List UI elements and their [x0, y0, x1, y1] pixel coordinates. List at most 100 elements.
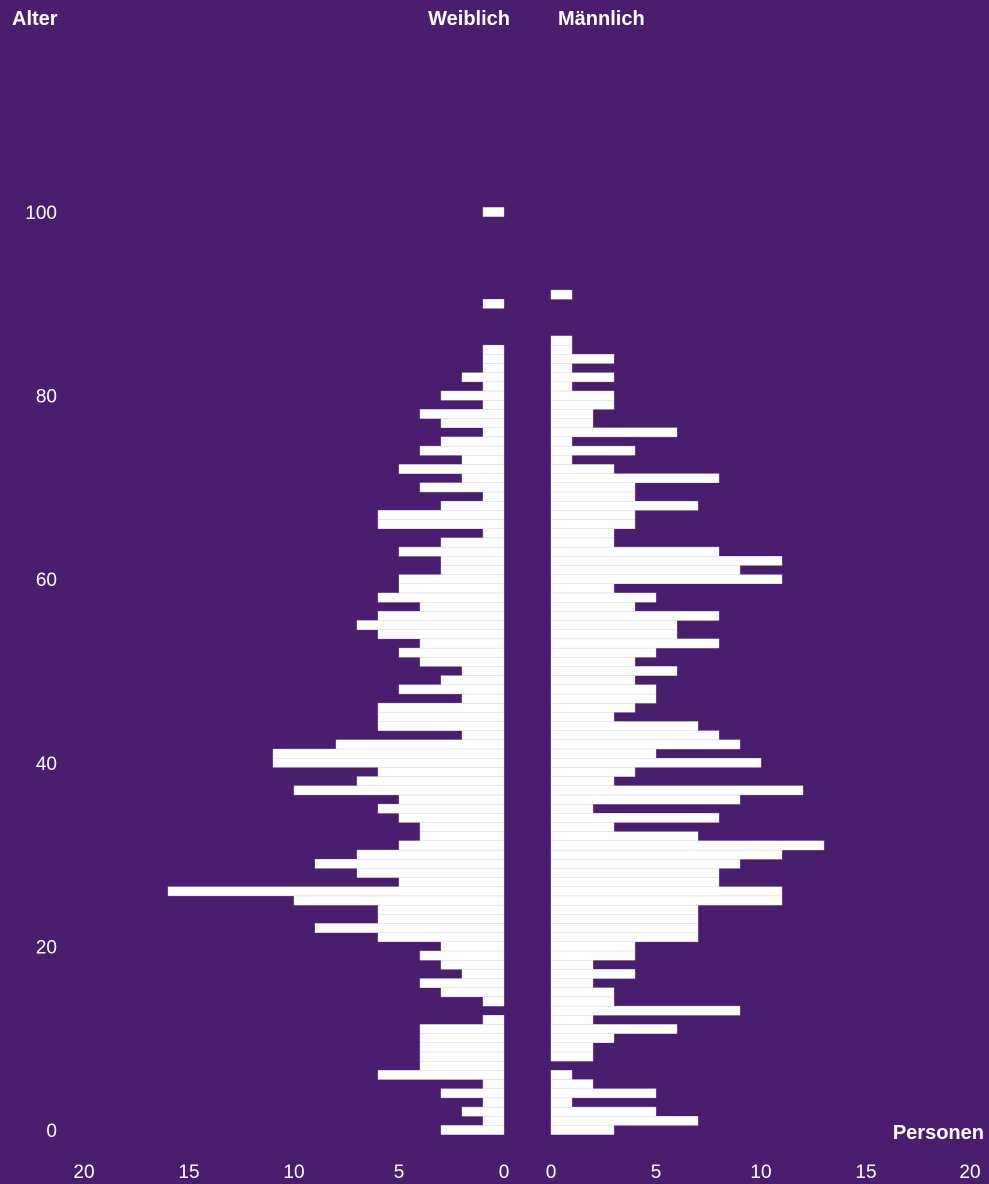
- bar-weiblich-age-37: [293, 785, 505, 796]
- y-tick-label-40: 40: [36, 754, 57, 775]
- bar-weiblich-age-25: [293, 895, 505, 906]
- bar-maennlich-age-32: [550, 831, 699, 842]
- bar-maennlich-age-78: [550, 409, 594, 419]
- bar-maennlich-age-76: [550, 427, 678, 438]
- x-tick-label-maennlich-15: 15: [855, 1162, 876, 1183]
- bar-maennlich-age-2: [550, 1106, 657, 1117]
- bar-weiblich-age-51: [419, 657, 505, 667]
- bar-maennlich-age-11: [550, 1024, 678, 1034]
- bar-weiblich-age-62: [440, 556, 505, 566]
- header: Alter Weiblich Männlich: [12, 8, 645, 30]
- bar-maennlich-age-55: [550, 620, 678, 630]
- bar-maennlich-age-48: [550, 684, 657, 695]
- bar-weiblich-age-71: [461, 473, 505, 484]
- x-tick-label-weiblich-15: 15: [178, 1162, 199, 1183]
- x-axis-ticks: 20 15 10 5 0 0 5 10 15 20: [73, 1162, 980, 1183]
- bar-maennlich-age-26: [550, 886, 783, 897]
- bar-maennlich-age-51: [550, 657, 636, 667]
- y-tick-label-20: 20: [36, 937, 57, 958]
- bar-weiblich-age-65: [482, 528, 505, 539]
- bar-weiblich-age-20: [440, 941, 505, 952]
- bar-maennlich-age-18: [550, 959, 594, 970]
- bar-weiblich-age-80: [440, 390, 505, 401]
- bar-weiblich-age-82: [461, 372, 505, 383]
- bar-weiblich-age-58: [377, 592, 505, 603]
- bar-weiblich-age-19: [419, 950, 505, 961]
- bar-weiblich-age-77: [440, 418, 505, 428]
- bar-weiblich-age-14: [482, 996, 505, 1007]
- bar-maennlich-age-5: [550, 1079, 594, 1089]
- bar-maennlich-age-50: [550, 666, 678, 676]
- bar-weiblich-age-48: [398, 684, 505, 695]
- bar-weiblich-age-31: [398, 840, 505, 851]
- bar-maennlich-age-59: [550, 583, 615, 594]
- bar-weiblich-age-46: [377, 702, 505, 713]
- bar-weiblich-age-60: [398, 574, 505, 584]
- bar-maennlich-age-4: [550, 1088, 657, 1099]
- bar-weiblich-age-85: [482, 344, 505, 355]
- bar-maennlich-age-47: [550, 693, 657, 704]
- bar-weiblich-age-56: [377, 611, 505, 621]
- bar-maennlich-age-82: [550, 372, 615, 383]
- bar-maennlich-age-1: [550, 1116, 699, 1126]
- bar-weiblich-age-35: [377, 803, 505, 814]
- bar-maennlich-age-71: [550, 473, 720, 484]
- bar-maennlich-age-62: [550, 556, 783, 566]
- y-axis-label: Alter: [12, 8, 58, 30]
- bar-weiblich-age-83: [482, 363, 505, 373]
- bar-weiblich-age-59: [398, 583, 505, 594]
- bar-weiblich-age-0: [440, 1125, 505, 1135]
- bar-maennlich-age-9: [550, 1042, 594, 1053]
- bar-weiblich-age-40: [272, 758, 505, 768]
- y-tick-label-80: 80: [36, 387, 57, 408]
- bar-weiblich-age-24: [377, 904, 505, 915]
- bar-maennlich-age-73: [550, 455, 573, 465]
- bar-maennlich-age-77: [550, 418, 594, 428]
- bar-maennlich-age-91: [550, 289, 573, 300]
- bar-weiblich-age-75: [440, 436, 505, 447]
- bar-weiblich-age-18: [440, 959, 505, 970]
- bar-weiblich-age-68: [440, 500, 505, 511]
- bar-maennlich-age-84: [550, 354, 615, 364]
- bar-weiblich-age-36: [398, 794, 505, 805]
- bar-maennlich-age-16: [550, 978, 594, 988]
- bar-weiblich-age-81: [482, 381, 505, 392]
- bar-weiblich-age-23: [377, 914, 505, 924]
- bar-maennlich-age-63: [550, 546, 720, 557]
- bar-weiblich-age-38: [356, 776, 505, 786]
- bar-maennlich-age-39: [550, 767, 636, 777]
- bar-weiblich-age-22: [314, 923, 505, 933]
- bar-weiblich-age-64: [440, 537, 505, 548]
- bar-maennlich-age-86: [550, 335, 573, 346]
- bar-maennlich-age-60: [550, 574, 783, 584]
- bar-weiblich-age-9: [419, 1042, 505, 1053]
- bar-maennlich-age-29: [550, 858, 741, 869]
- bar-weiblich-age-4: [440, 1088, 505, 1099]
- x-tick-label-maennlich-5: 5: [651, 1162, 662, 1183]
- bar-weiblich-age-47: [461, 693, 505, 704]
- bar-maennlich-age-19: [550, 950, 636, 961]
- bar-weiblich-age-54: [377, 629, 505, 640]
- bar-maennlich-age-15: [550, 987, 615, 998]
- bar-maennlich-age-38: [550, 776, 615, 786]
- bar-maennlich-age-44: [550, 721, 699, 731]
- bar-weiblich-age-2: [461, 1106, 505, 1117]
- bar-maennlich-age-85: [550, 344, 573, 355]
- bar-maennlich-age-43: [550, 730, 720, 741]
- x-tick-label-maennlich-0: 0: [546, 1162, 557, 1183]
- bar-maennlich-age-6: [550, 1070, 573, 1080]
- bar-weiblich-age-72: [398, 464, 505, 474]
- bar-maennlich-age-30: [550, 849, 783, 860]
- y-tick-label-0: 0: [46, 1121, 57, 1142]
- bar-maennlich-age-14: [550, 996, 615, 1007]
- bar-weiblich-age-39: [377, 767, 505, 777]
- bar-maennlich-age-10: [550, 1033, 615, 1043]
- bar-weiblich-age-21: [377, 932, 505, 943]
- bar-maennlich-age-25: [550, 895, 783, 906]
- bar-weiblich-age-3: [482, 1097, 505, 1108]
- bar-weiblich-age-100: [482, 207, 505, 217]
- bar-maennlich-age-57: [550, 601, 636, 612]
- bar-weiblich-age-90: [482, 299, 505, 309]
- bar-maennlich-age-13: [550, 1005, 741, 1016]
